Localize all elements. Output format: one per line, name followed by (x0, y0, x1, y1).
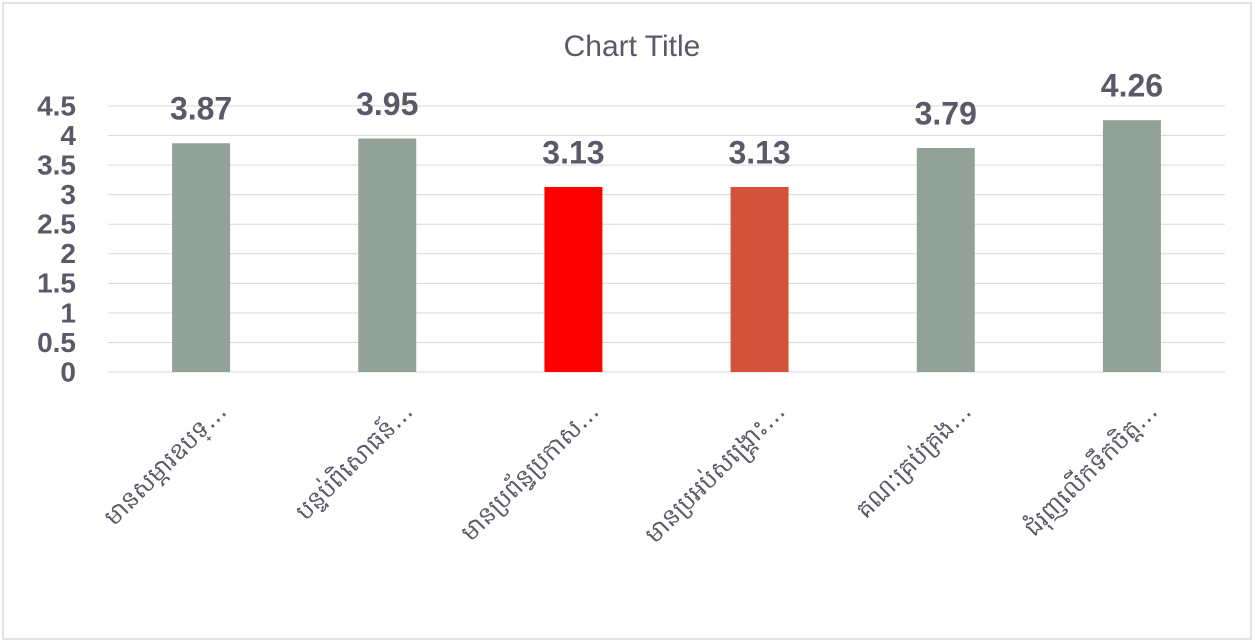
data-label: 3.13 (728, 134, 790, 170)
bar (916, 147, 975, 372)
y-tick-label: 1 (60, 297, 76, 328)
data-label: 3.95 (356, 86, 418, 122)
y-tick-label: 4.5 (37, 90, 76, 121)
y-tick-label: 1.5 (37, 268, 76, 299)
y-tick-label: 0 (60, 356, 76, 387)
bar (544, 186, 603, 372)
bar (730, 186, 789, 372)
bar (358, 138, 417, 372)
data-label: 3.79 (915, 95, 977, 131)
data-label: 4.26 (1101, 68, 1163, 104)
chart-title: Chart Title (564, 30, 701, 63)
y-tick-label: 3 (60, 179, 76, 210)
y-tick-label: 2 (60, 238, 76, 269)
bar (1102, 120, 1161, 372)
data-label: 3.13 (542, 134, 604, 170)
y-tick-label: 2.5 (37, 209, 76, 240)
y-tick-label: 3.5 (37, 150, 76, 181)
data-label: 3.87 (170, 91, 232, 127)
bar (172, 143, 231, 372)
y-tick-label: 0.5 (37, 327, 76, 358)
y-tick-label: 4 (60, 120, 76, 151)
